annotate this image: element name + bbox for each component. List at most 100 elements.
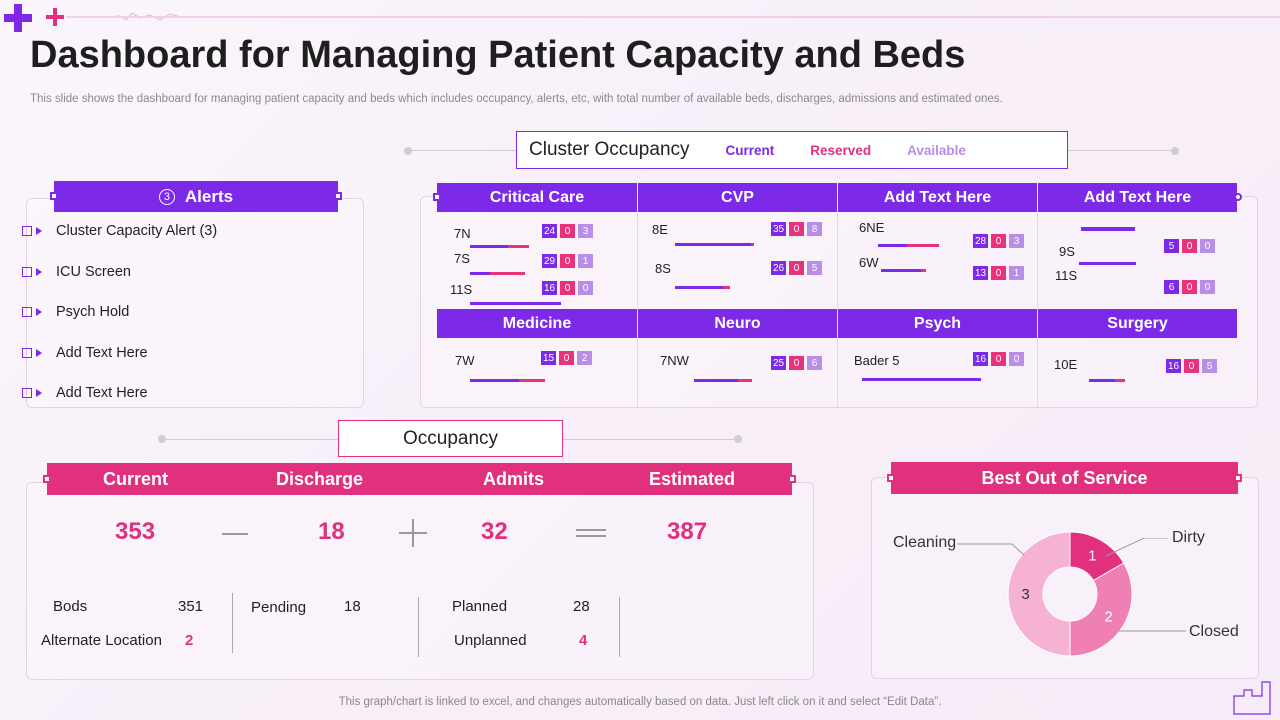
checkbox-icon <box>22 226 32 236</box>
alerts-panel <box>26 198 364 408</box>
connector-node <box>50 192 58 200</box>
alert-item[interactable]: Psych Hold <box>22 302 129 322</box>
badge-available: 1 <box>1009 266 1024 280</box>
page-subtitle: This slide shows the dashboard for manag… <box>30 93 1003 105</box>
footer-note: This graph/chart is linked to excel, and… <box>338 696 942 708</box>
cluster-column-header: Add Text Here <box>838 183 1037 212</box>
donut-value-label: 2 <box>1104 608 1112 625</box>
donut-value-label: 3 <box>1021 586 1029 603</box>
stat-divider <box>418 597 419 657</box>
badge-current: 16 <box>542 281 557 295</box>
badge-current: 15 <box>541 351 556 365</box>
alternate-location-value: 2 <box>185 632 194 649</box>
bar-reserved <box>1115 379 1125 382</box>
unit-label: 11S <box>1055 268 1078 283</box>
connector-node <box>1234 474 1242 482</box>
column-divider <box>637 210 638 407</box>
connector-node <box>887 474 895 482</box>
arrow-right-icon <box>36 349 42 357</box>
badge-reserved: 0 <box>560 224 575 238</box>
badge-available: 5 <box>807 261 822 275</box>
cluster-column-header: Medicine <box>437 309 637 338</box>
badge-current: 28 <box>973 234 988 248</box>
unit-badges: 26 0 5 <box>771 261 822 275</box>
arrow-right-icon <box>36 268 42 276</box>
unit-occupancy-bar <box>694 379 765 382</box>
unit-occupancy-bar <box>862 378 981 381</box>
column-divider <box>837 210 838 407</box>
badge-available: 5 <box>1202 359 1217 373</box>
occupancy-header-estimated: Estimated <box>649 468 736 489</box>
bar-reserved <box>921 269 926 272</box>
pending-label: Pending <box>251 599 307 616</box>
connector-node <box>334 192 342 200</box>
badge-current: 35 <box>771 222 786 236</box>
badge-available: 0 <box>578 281 593 295</box>
minus-icon <box>222 533 248 535</box>
badge-current: 25 <box>771 356 786 370</box>
alert-item-label: Cluster Capacity Alert (3) <box>56 223 218 239</box>
out-of-service-title: Best Out of Service <box>891 462 1238 494</box>
badge-reserved: 0 <box>789 222 804 236</box>
puzzle-decoration-icon <box>1233 681 1271 715</box>
planned-label: Planned <box>452 598 508 615</box>
unit-occupancy-bar <box>470 245 546 248</box>
bar-reserved <box>490 272 525 275</box>
badge-current: 16 <box>973 352 988 366</box>
arrow-right-icon <box>36 308 42 316</box>
badge-reserved: 0 <box>1182 239 1197 253</box>
unit-badges: 16 0 0 <box>542 281 593 295</box>
alert-item-label: Add Text Here <box>56 385 148 401</box>
connector-dot <box>404 147 412 155</box>
badge-current: 24 <box>542 224 557 238</box>
unit-label: 8E <box>652 222 668 237</box>
bar-current <box>881 269 926 272</box>
stat-divider <box>619 597 620 657</box>
badge-current: 13 <box>973 266 988 280</box>
badge-reserved: 0 <box>1184 359 1199 373</box>
bar-reserved <box>738 379 752 382</box>
badge-available: 3 <box>1009 234 1024 248</box>
badge-reserved: 0 <box>991 234 1006 248</box>
unit-label: 7W <box>455 353 475 368</box>
badge-available: 0 <box>1009 352 1024 366</box>
badge-available: 8 <box>807 222 822 236</box>
connector-node <box>433 193 441 201</box>
alert-item[interactable]: Cluster Capacity Alert (3) <box>22 221 217 241</box>
alerts-header: 3 Alerts <box>54 181 338 212</box>
unit-label: 8S <box>655 261 671 276</box>
stat-divider <box>232 593 233 653</box>
unplanned-value: 4 <box>579 632 588 649</box>
badge-reserved: 0 <box>559 351 574 365</box>
pending-value: 18 <box>344 598 361 615</box>
occupancy-panel <box>26 482 814 680</box>
connector-node <box>1234 193 1242 201</box>
connector-dot <box>158 435 166 443</box>
alert-item-label: ICU Screen <box>56 264 131 280</box>
alert-item[interactable]: Add Text Here <box>22 343 148 363</box>
top-divider <box>66 16 1280 18</box>
alerts-title: Alerts <box>184 186 234 206</box>
beds-label: Bods <box>53 598 88 615</box>
unit-badges: 29 0 1 <box>542 254 593 268</box>
donut-value-label: 1 <box>1088 547 1096 564</box>
occupancy-header <box>47 463 792 495</box>
plus-decoration-icon <box>4 4 32 32</box>
bar-current <box>470 379 545 382</box>
alert-item[interactable]: Add Text Here <box>22 383 148 403</box>
bar-current <box>675 286 730 289</box>
alert-item[interactable]: ICU Screen <box>22 262 131 282</box>
badge-available: 3 <box>578 224 593 238</box>
unit-label: 10E <box>1054 357 1078 372</box>
checkbox-icon <box>22 307 32 317</box>
plus-icon <box>399 519 427 547</box>
plus-decoration-icon <box>46 8 64 26</box>
connector-dot <box>734 435 742 443</box>
occupancy-estimated-value: 387 <box>667 518 708 545</box>
unit-occupancy-bar <box>470 379 555 382</box>
cluster-occupancy-title: Cluster Occupancy <box>529 139 690 160</box>
bar-reserved <box>723 286 730 289</box>
unit-badges: 16 0 5 <box>1166 359 1217 373</box>
unit-label: 7N <box>454 226 471 241</box>
